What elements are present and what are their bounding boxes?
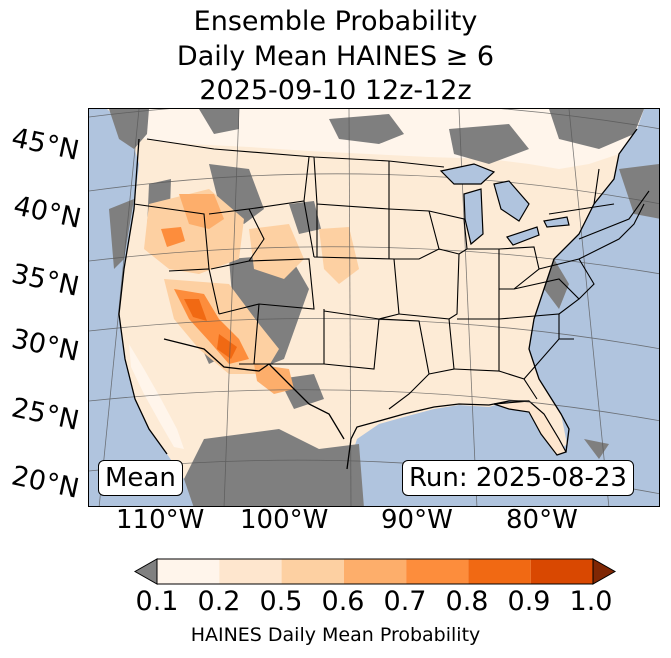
title-line-2: Daily Mean HAINES ≥ 6 [176, 41, 495, 72]
great-lakes [439, 163, 570, 246]
florida [493, 400, 567, 456]
colorbar-tick: 0.7 [383, 586, 427, 617]
probability-map [89, 109, 659, 506]
colorbar-tick: 0.9 [507, 586, 551, 617]
lat-label-40: 40°N [10, 190, 84, 235]
colorbar-cell [281, 559, 344, 584]
colorbar-cell [530, 559, 593, 584]
colorbar-under-arrow [133, 558, 158, 585]
colorbar-cells [157, 559, 593, 584]
state-borders [133, 138, 650, 410]
title-line-1: Ensemble Probability [193, 6, 478, 37]
lon-label-110: 110°W [116, 505, 205, 535]
lat-label-35: 35°N [8, 258, 82, 303]
colorbar-over-arrow [592, 558, 617, 585]
lon-label-80: 80°W [506, 505, 578, 535]
run-label: Run: 2025-08-23 [402, 460, 634, 496]
colorbar-cell [157, 559, 220, 584]
lon-label-90: 90°W [381, 505, 453, 535]
lat-label-30: 30°N [8, 323, 82, 368]
colorbar-cell [343, 559, 407, 584]
lon-label-100: 100°W [240, 505, 329, 535]
colorbar-tick: 1.0 [569, 586, 613, 617]
baja-california [129, 344, 184, 449]
coastline [118, 128, 638, 470]
colorbar-frame [156, 558, 594, 585]
colorbar-tick: 0.2 [197, 586, 241, 617]
mean-label: Mean [98, 460, 183, 496]
colorbar-cell [468, 559, 531, 584]
colorbar-cell [219, 559, 282, 584]
colorbar-tick: 0.6 [321, 586, 365, 617]
colorbar-tick: 0.5 [259, 586, 303, 617]
title-line-3: 2025-09-10 12z-12z [199, 75, 472, 106]
lat-label-25: 25°N [8, 392, 82, 437]
map-panel: Mean Run: 2025-08-23 [88, 108, 660, 507]
colorbar-label: HAINES Daily Mean Probability [190, 624, 481, 646]
lat-label-45: 45°N [8, 122, 82, 167]
lat-label-20: 20°N [8, 460, 82, 505]
colorbar-tick: 0.1 [135, 586, 179, 617]
colorbar-cell [406, 559, 469, 584]
colorbar [133, 558, 617, 585]
mexico-border [163, 338, 345, 440]
colorbar-tick: 0.8 [445, 586, 489, 617]
